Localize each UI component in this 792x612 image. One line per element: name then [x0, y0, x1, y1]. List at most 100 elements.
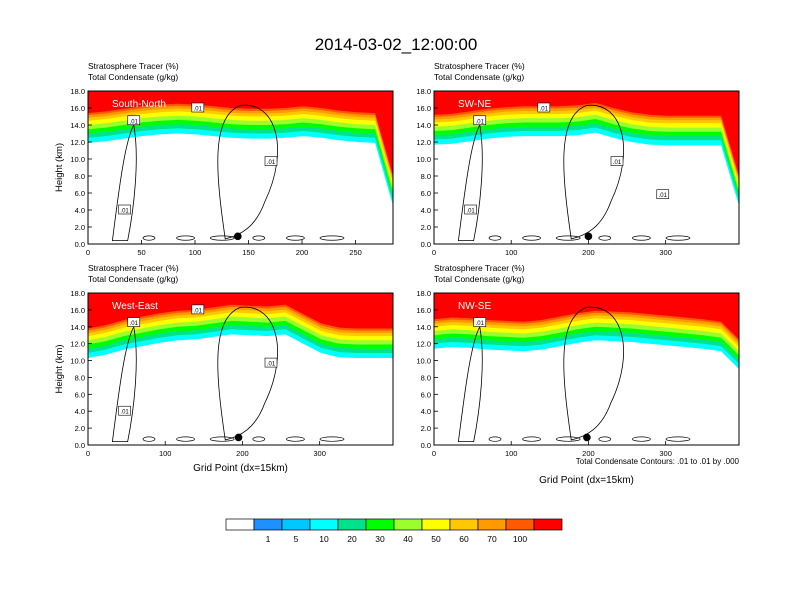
- colorbar-label: 60: [459, 534, 469, 544]
- field-title: Stratosphere Tracer (%): [434, 61, 525, 71]
- y-tick-label: 6.0: [75, 189, 85, 198]
- x-tick-label: 100: [159, 449, 172, 458]
- y-tick-label: 4.0: [75, 407, 85, 416]
- colorbar-swatch: [281, 518, 311, 531]
- colorbar-swatch: [533, 518, 563, 531]
- plot-area: .01: [434, 293, 739, 445]
- y-tick-label: 0.0: [421, 441, 431, 450]
- tracer-cap: [88, 293, 393, 299]
- x-tick-label: 0: [86, 248, 90, 257]
- x-tick-label: 100: [505, 248, 518, 257]
- y-tick-label: 14.0: [416, 121, 431, 130]
- tracer-cap: [434, 91, 739, 97]
- panel-label: West-East: [112, 301, 158, 312]
- contour-label-text: .01: [120, 209, 129, 215]
- contour-label-box: [191, 304, 205, 315]
- y-tick-label: 14.0: [416, 323, 431, 332]
- condensate-contour: [209, 235, 235, 241]
- colorbar-swatch: [337, 518, 367, 531]
- y-tick-label: 12.0: [416, 138, 431, 147]
- contour-label-box: [610, 156, 624, 166]
- colorbar-label: 10: [319, 534, 329, 544]
- colorbar-swatch: [225, 518, 255, 531]
- y-tick-label: 8.0: [421, 373, 431, 382]
- y-tick-label: 4.0: [75, 206, 85, 215]
- contour-label: .01: [473, 115, 487, 126]
- panel-label: South-North: [112, 99, 166, 110]
- condensate-contour: [286, 436, 305, 442]
- x-tick-label: 100: [189, 248, 202, 257]
- colorbar-swatch: [505, 518, 535, 531]
- panel-sw-ne: .01 .01 .01 .01 .01 SW-NE Stratosphere Tracer …: [416, 61, 740, 257]
- location-marker: [583, 433, 591, 442]
- y-tick-label: 16.0: [70, 306, 85, 315]
- y-tick-label: 14.0: [70, 323, 85, 332]
- y-tick-label: 2.0: [75, 223, 85, 232]
- contour-note: Total Condensate Contours: .01 to .01 by…: [576, 457, 740, 466]
- y-tick-label: 6.0: [421, 390, 431, 399]
- y-tick-label: 8.0: [75, 172, 85, 181]
- x-tick-label: 200: [236, 449, 249, 458]
- condensate-contour: [209, 436, 235, 442]
- contour-label-box: [464, 204, 477, 215]
- contour-label-box: [264, 156, 278, 166]
- contour-label-box: [264, 357, 278, 368]
- contour-label-text: .01: [194, 107, 203, 113]
- condensate-contour: [252, 436, 266, 442]
- contour-label-box: [537, 102, 551, 113]
- contour-label: .01: [264, 156, 278, 166]
- condensate-contour: [555, 436, 581, 442]
- contour-label: .01: [473, 317, 487, 327]
- y-tick-label: 6.0: [421, 189, 431, 198]
- field-title: Stratosphere Tracer (%): [88, 61, 179, 71]
- contour-label-text: .01: [466, 209, 475, 215]
- x-tick-label: 0: [432, 449, 436, 458]
- x-tick-label: 50: [137, 248, 145, 257]
- condensate-contour: [563, 306, 624, 441]
- tracer-band: [88, 91, 393, 176]
- field-subtitle: Total Condensate (g/kg): [434, 72, 524, 82]
- x-tick-label: 100: [505, 449, 518, 458]
- colorbar-label: 70: [487, 534, 497, 544]
- panel-label: SW-NE: [458, 99, 491, 110]
- condensate-contour: [286, 235, 305, 241]
- contour-label-box: [191, 102, 205, 113]
- tracer-cap: [88, 91, 393, 97]
- contour-label: .01: [191, 304, 205, 315]
- y-tick-label: 8.0: [421, 172, 431, 181]
- location-marker: [234, 433, 243, 442]
- y-tick-label: 16.0: [70, 104, 85, 113]
- panel-frame: [433, 90, 740, 245]
- contour-label-text: .01: [267, 362, 276, 368]
- plot-area: .01 .01 .01 .01: [88, 293, 393, 445]
- colorbar-label: 40: [403, 534, 413, 544]
- condensate-contour: [632, 235, 651, 241]
- y-tick-label: 0.0: [75, 441, 85, 450]
- x-tick-label: 0: [86, 449, 90, 458]
- condensate-contour: [522, 436, 541, 442]
- condensate-contour: [111, 123, 137, 241]
- contour-label: .01: [464, 204, 477, 215]
- contour-label-box: [473, 115, 487, 126]
- y-tick-label: 2.0: [421, 424, 431, 433]
- y-tick-label: 10.0: [416, 155, 431, 164]
- condensate-contour: [319, 436, 345, 442]
- contour-label-text: .01: [540, 107, 549, 113]
- contour-label-text: .01: [120, 410, 129, 416]
- condensate-contour: [252, 235, 266, 241]
- contour-label: .01: [537, 102, 551, 113]
- contour-label-box: [127, 317, 141, 327]
- condensate-contour: [598, 235, 612, 241]
- field-title: Stratosphere Tracer (%): [88, 263, 179, 273]
- colorbar: 1 5 10 20 30 40 50 60 70 100: [225, 518, 563, 544]
- field-subtitle: Total Condensate (g/kg): [88, 274, 178, 284]
- condensate-contour: [555, 235, 581, 241]
- condensate-contour: [488, 235, 502, 241]
- condensate-contour: [176, 436, 195, 442]
- y-tick-label: 0.0: [75, 240, 85, 249]
- colorbar-swatch: [253, 518, 283, 531]
- x-tick-label: 300: [659, 449, 672, 458]
- location-marker: [234, 232, 242, 241]
